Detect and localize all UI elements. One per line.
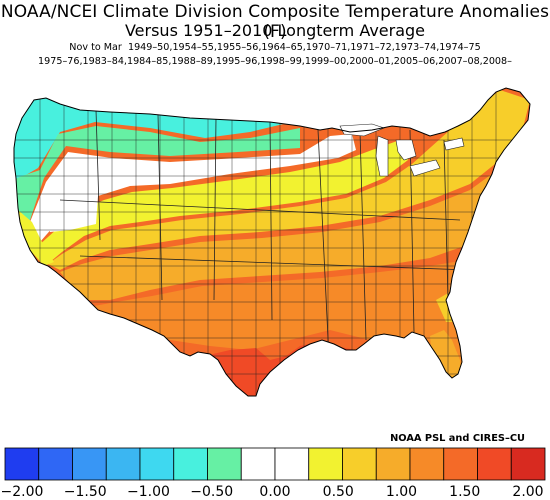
great-lakes (339, 123, 465, 177)
region-central-neutral (30, 134, 356, 242)
colorbar-tick-label: 1.50 (449, 484, 481, 500)
colorbar-tick-label: −1.50 (63, 484, 107, 500)
us-climate-division-map (13, 87, 531, 397)
colorbar-swatch-14 (477, 447, 512, 481)
colorbar-swatches (4, 447, 546, 481)
colorbar-swatch-6 (207, 447, 242, 481)
region-yellow-band (38, 140, 408, 262)
colorbar-tick-label: −1.00 (127, 484, 170, 500)
colorbar-tick-label: 0.50 (322, 484, 354, 500)
colorbar-tick-label: 1.00 (385, 484, 418, 500)
colorbar-tick-label: −0.50 (190, 484, 234, 500)
colorbar-swatch-0 (4, 447, 40, 481)
colorbar-swatch-10 (342, 447, 377, 481)
colorbar-swatch-7 (240, 447, 276, 481)
colorbar-swatch-8 (274, 447, 310, 481)
division-boundaries (14, 88, 530, 396)
colorbar-swatch-13 (443, 447, 478, 481)
data-credit: NOAA PSL and CIRES–CU (390, 433, 525, 444)
composite-years-line-1: Nov to Mar 1949–50,1954–55,1955–56,1964–… (0, 42, 550, 53)
season-label: Nov to Mar (69, 42, 122, 53)
colorbar-swatch-4 (139, 447, 175, 481)
colorbar-tick-label: −2.00 (0, 484, 44, 500)
region-light-orange-band (60, 142, 530, 300)
colorbar-swatch-15 (510, 447, 546, 481)
map-title: NOAA/NCEI Climate Division Composite Tem… (0, 2, 550, 42)
map-subtitle: Versus 1951–2010 Longterm Average (124, 21, 426, 40)
colorbar-swatch-11 (375, 447, 411, 481)
colorbar-tick-label: 2.00 (512, 484, 544, 500)
colorbar (4, 447, 546, 481)
region-gold-band (48, 90, 530, 270)
colorbar-swatch-2 (72, 447, 107, 481)
colorbar-swatch-1 (38, 447, 73, 481)
region-great-basin-neutral (40, 190, 98, 232)
colorbar-swatch-12 (409, 447, 445, 481)
years-list-1: 1949–50,1954–55,1955–56,1964–65,1970–71,… (127, 42, 481, 53)
colorbar-swatch-5 (173, 447, 208, 481)
colorbar-swatch-9 (308, 447, 343, 481)
colorbar-swatch-3 (105, 447, 141, 481)
years-list-2: 1975–76,1983–84,1984–85,1988–89,1995–96,… (38, 56, 512, 67)
region-california-coast (18, 210, 54, 266)
colorbar-tick-label: 0.00 (259, 484, 291, 500)
